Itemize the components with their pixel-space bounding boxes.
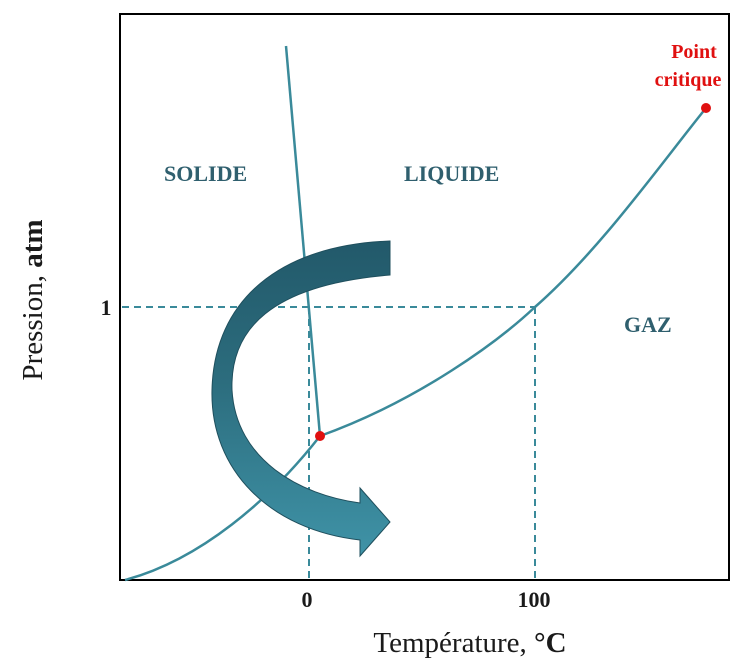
fusion-curve <box>284 45 322 437</box>
region-label-solid: SOLIDE <box>164 161 247 186</box>
y-axis-unit: atm <box>17 219 49 267</box>
y-tick-1: 1 <box>101 295 112 320</box>
critical-point-dot <box>701 103 711 113</box>
critical-point-label-line2: critique <box>655 69 722 91</box>
y-axis-title-text: Pression, <box>17 268 49 381</box>
triple-point <box>315 431 325 441</box>
sublimation-curve <box>124 435 321 582</box>
x-tick-100: 100 <box>518 587 551 612</box>
critical-point-label-line1: Point <box>671 41 717 63</box>
region-label-gas: GAZ <box>624 312 672 337</box>
y-axis-title: Pression, atm <box>17 219 49 380</box>
region-label-liquid: LIQUIDE <box>404 161 499 186</box>
x-tick-0: 0 <box>302 587 313 612</box>
plot-frame <box>119 13 730 581</box>
curved-arrow <box>211 240 391 558</box>
x-axis-title: Température, °C <box>373 627 566 659</box>
x-axis-title-text: Température, <box>373 627 534 659</box>
x-axis-unit: °C <box>534 627 567 659</box>
vaporization-curve <box>319 107 707 438</box>
guide-lines <box>122 306 536 578</box>
